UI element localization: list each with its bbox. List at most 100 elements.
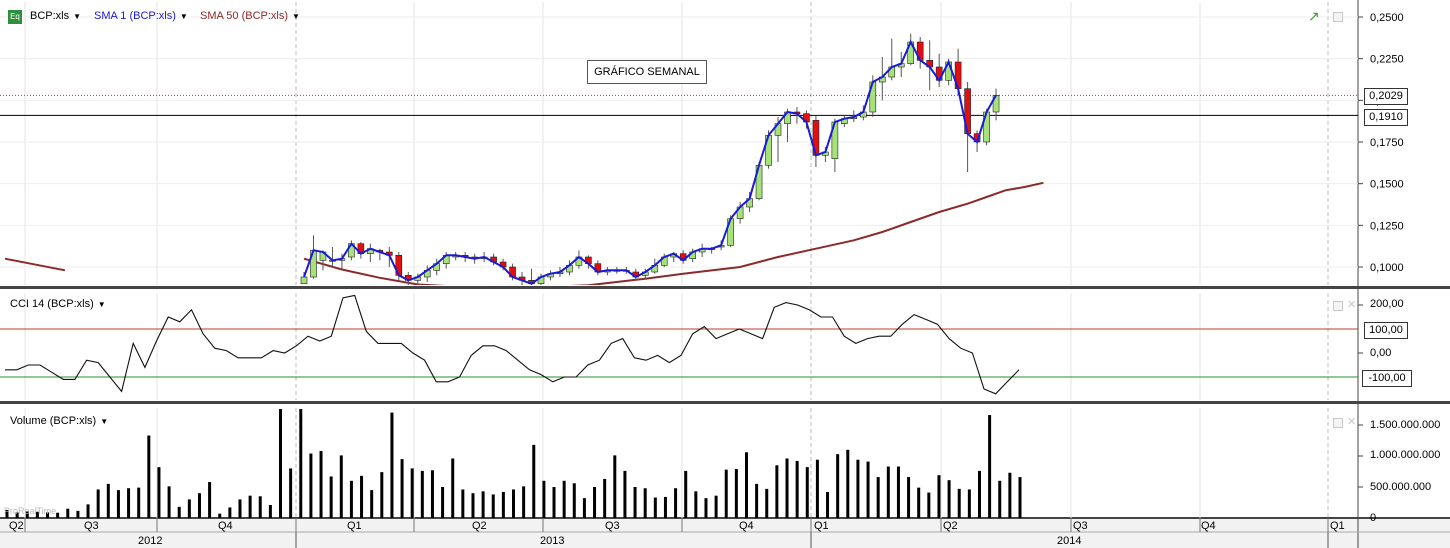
volume-bar — [329, 476, 333, 518]
volume-bar — [238, 499, 242, 518]
cci-panel-selector[interactable]: CCI 14 (BCP:xls) ▼ — [10, 298, 106, 310]
volume-bar — [208, 482, 212, 518]
chart-annotation: GRÁFICO SEMANAL — [587, 60, 707, 84]
x-quarter-label: Q1 — [347, 520, 362, 532]
volume-bar — [522, 486, 526, 518]
volume-bar — [937, 475, 941, 518]
volume-bar — [86, 504, 90, 518]
volume-bar — [714, 495, 718, 518]
volume-bar — [491, 494, 495, 518]
volume-bar — [420, 470, 424, 518]
volume-bar — [542, 480, 546, 518]
candles-group — [4, 33, 1044, 285]
volume-bar — [218, 513, 222, 518]
volume-bar — [461, 489, 465, 518]
main-series-selector[interactable]: BCP:xls ▼ — [30, 10, 81, 22]
sma1-label: SMA 1 (BCP:xls) — [94, 10, 176, 22]
x-axis-area — [0, 518, 1450, 548]
price-tick-label: 0,1750 — [1370, 137, 1404, 149]
close-panel-icon[interactable]: ✕ — [1347, 416, 1357, 428]
volume-bar — [856, 459, 860, 518]
volume-bar — [147, 435, 151, 518]
x-quarter-label: Q4 — [1201, 520, 1216, 532]
volume-bar — [593, 487, 597, 518]
volume-bar — [66, 508, 70, 518]
volume-bar — [998, 480, 1002, 518]
x-quarter-label: Q4 — [739, 520, 754, 532]
volume-tick-label: 500.000.000 — [1370, 481, 1432, 493]
volume-bar — [663, 496, 667, 518]
volume-bar — [451, 458, 455, 518]
volume-tick-label: 1.000.000.000 — [1370, 449, 1441, 461]
volume-bar — [56, 512, 60, 518]
cci-tick-label: 0,00 — [1370, 347, 1392, 359]
maximize-panel-icon[interactable] — [1333, 301, 1343, 311]
volume-bar — [309, 453, 313, 518]
volume-bar — [704, 498, 708, 518]
volume-bar — [106, 483, 110, 518]
volume-bar — [268, 504, 272, 518]
volume-bar — [319, 451, 323, 518]
volume-bar — [562, 480, 566, 518]
volume-bar — [46, 512, 50, 518]
close-panel-icon[interactable]: ✕ — [1347, 299, 1357, 311]
dropdown-arrow-icon: ▼ — [179, 12, 188, 21]
volume-bar — [299, 409, 303, 518]
volume-bar — [177, 506, 181, 518]
x-quarter-label: Q3 — [605, 520, 620, 532]
x-year-label: 2013 — [540, 535, 565, 547]
x-quarter-label: Q4 — [218, 520, 233, 532]
volume-bar — [724, 469, 728, 518]
sma1-selector[interactable]: SMA 1 (BCP:xls) ▼ — [94, 10, 188, 22]
panel-separator — [0, 286, 1450, 289]
volume-bar — [826, 491, 830, 518]
volume-bar — [157, 467, 161, 518]
candle-body — [300, 276, 308, 284]
volume-bar — [1008, 472, 1012, 518]
volume-bar — [846, 449, 850, 518]
x-year-label: 2014 — [1057, 535, 1082, 547]
volume-bar — [582, 498, 586, 518]
volume-bar — [988, 415, 992, 518]
volume-bar — [927, 492, 931, 518]
volume-bar — [744, 452, 748, 518]
volume-bar — [258, 496, 262, 518]
maximize-panel-icon[interactable] — [1333, 418, 1343, 428]
volume-tick-label: 0 — [1370, 512, 1377, 524]
cci-tick-label: 200,00 — [1370, 298, 1404, 310]
price-tick-label: 0,2500 — [1370, 12, 1404, 24]
volume-bar — [248, 495, 252, 518]
current-price-label: 0,2029 — [1364, 88, 1408, 105]
volume-bar — [512, 489, 515, 518]
maximize-panel-icon[interactable] — [1333, 12, 1343, 22]
volume-bar — [674, 488, 678, 518]
cci-label: CCI 14 (BCP:xls) — [10, 298, 94, 310]
volume-bar — [552, 487, 556, 518]
volume-bar — [1018, 477, 1022, 518]
volume-bar — [430, 470, 434, 518]
series-legend: Eq — [8, 10, 22, 24]
trend-icon[interactable]: ↗ — [1308, 8, 1320, 24]
volume-bar — [917, 487, 921, 518]
volume-bar — [633, 487, 637, 518]
sma50-line-start — [4, 257, 66, 272]
volume-panel-selector[interactable]: Volume (BCP:xls) ▼ — [10, 415, 108, 427]
volume-bar — [886, 466, 890, 518]
volume-bar — [896, 466, 900, 518]
cci-lower-level-label: -100,00 — [1362, 370, 1412, 387]
volume-bar — [866, 461, 870, 518]
volume-bar — [653, 497, 657, 518]
x-quarter-label: Q3 — [1073, 520, 1088, 532]
cci-upper-level-label: 100,00 — [1364, 322, 1408, 339]
x-quarter-label: Q3 — [84, 520, 99, 532]
volume-label: Volume (BCP:xls) — [10, 415, 97, 427]
volume-bar — [289, 468, 293, 518]
volume-bar — [967, 489, 971, 518]
volume-bar — [876, 477, 880, 518]
volume-bar — [380, 472, 384, 518]
volume-bar — [228, 507, 232, 518]
volume-bar — [957, 488, 961, 518]
x-quarter-label: Q2 — [943, 520, 958, 532]
sma50-selector[interactable]: SMA 50 (BCP:xls) ▼ — [200, 10, 300, 22]
